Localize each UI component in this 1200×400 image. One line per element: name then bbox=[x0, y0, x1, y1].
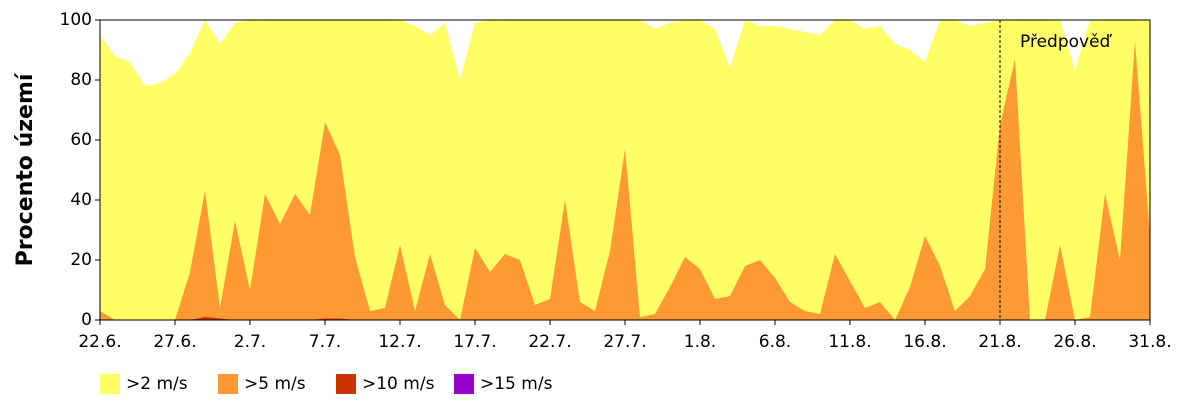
y-tick-label: 60 bbox=[70, 130, 92, 150]
y-tick-label: 80 bbox=[70, 70, 92, 90]
annotation: Předpověď bbox=[1020, 32, 1113, 52]
x-tick-label: 22.6. bbox=[78, 332, 121, 352]
x-tick-label: 16.8. bbox=[903, 332, 946, 352]
legend-swatch bbox=[218, 374, 238, 394]
x-tick-label: 27.6. bbox=[153, 332, 196, 352]
y-axis-label: Procento území bbox=[13, 72, 38, 266]
y-tick-label: 20 bbox=[70, 250, 92, 270]
y-tick-label: 0 bbox=[81, 310, 92, 330]
x-tick-label: 22.7. bbox=[528, 332, 571, 352]
x-tick-label: 6.8. bbox=[759, 332, 791, 352]
x-tick-label: 12.7. bbox=[378, 332, 421, 352]
x-tick-label: 31.8. bbox=[1128, 332, 1171, 352]
x-tick-label: 2.7. bbox=[234, 332, 266, 352]
legend-label: >2 m/s bbox=[126, 374, 188, 394]
x-tick-label: 7.7. bbox=[309, 332, 341, 352]
legend-swatch bbox=[336, 374, 356, 394]
y-tick-label: 100 bbox=[60, 10, 92, 30]
area bbox=[100, 41, 1150, 320]
x-tick-label: 21.8. bbox=[978, 332, 1021, 352]
x-tick-label: 11.8. bbox=[828, 332, 871, 352]
x-tick-label: 1.8. bbox=[684, 332, 716, 352]
legend-swatch bbox=[454, 374, 474, 394]
x-tick-label: 27.7. bbox=[603, 332, 646, 352]
legend-swatch bbox=[100, 374, 120, 394]
x-tick-label: 26.8. bbox=[1053, 332, 1096, 352]
legend-label: >15 m/s bbox=[480, 374, 553, 394]
y-tick-label: 40 bbox=[70, 190, 92, 210]
legend-label: >10 m/s bbox=[362, 374, 435, 394]
x-tick-label: 17.7. bbox=[453, 332, 496, 352]
legend-label: >5 m/s bbox=[244, 374, 306, 394]
